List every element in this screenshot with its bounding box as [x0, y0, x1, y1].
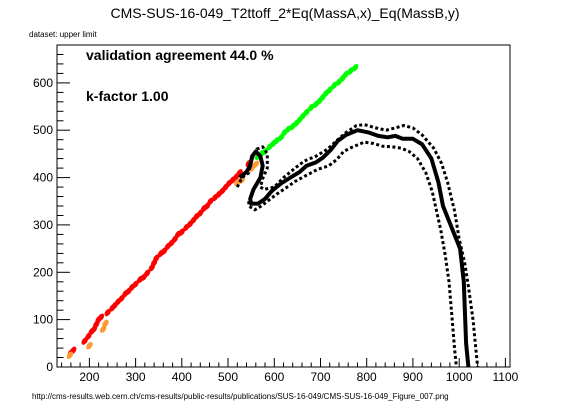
- point-excluded-17: [132, 280, 139, 288]
- point-allowed-25: [351, 63, 359, 72]
- point-partial-1: [86, 341, 93, 350]
- contour-dashed-1: [235, 123, 480, 368]
- k-factor-note: k-factor 1.00: [86, 88, 169, 104]
- x-tick-label: 1000: [446, 370, 473, 384]
- x-tick-label: 200: [79, 370, 99, 384]
- dataset-label: dataset: upper limit: [29, 30, 97, 39]
- point-partial-0: [66, 351, 74, 359]
- point-excluded-9: [104, 308, 112, 317]
- x-tick-label: 700: [310, 370, 330, 384]
- axes: 200 300 400 500 600 700 800 900 1000 1100 0 100 200 3…: [33, 44, 519, 384]
- x-tick-label: 900: [403, 370, 423, 384]
- point-partial-7: [252, 160, 260, 169]
- y-tick-label: 100: [33, 313, 53, 327]
- x-tick-label: 300: [126, 370, 146, 384]
- contour-dashed-2: [247, 140, 458, 368]
- x-tick-label: 500: [218, 370, 238, 384]
- y-tick-label: 0: [46, 360, 53, 374]
- y-tick-label: 600: [33, 76, 53, 90]
- point-excluded-8: [97, 313, 105, 322]
- x-tick-label: 600: [264, 370, 284, 384]
- point-partial-2: [99, 325, 107, 333]
- point-excluded-30: [178, 228, 186, 236]
- y-tick-label: 500: [33, 123, 53, 137]
- contour-solid-0: [238, 128, 471, 368]
- validation-agreement-note: validation agreement 44.0 %: [86, 47, 274, 63]
- y-tick-label: 200: [33, 265, 53, 279]
- x-tick-label: 1100: [492, 370, 518, 384]
- y-tick-label: 400: [33, 171, 53, 185]
- point-excluded-20: [143, 269, 151, 277]
- x-tick-label: 800: [357, 370, 377, 384]
- source-url: http://cms-results.web.cern.ch/cms-resul…: [32, 392, 449, 401]
- point-excluded-23: [153, 254, 160, 262]
- plot-area: [66, 63, 480, 368]
- x-tick-label: 400: [172, 370, 192, 384]
- point-partial-3: [102, 319, 109, 328]
- point-allowed-13: [303, 108, 310, 116]
- y-tick-label: 300: [33, 218, 53, 232]
- chart-title: CMS-SUS-16-049_T2ttoff_2*Eq(MassA,x)_Eq(…: [110, 5, 459, 21]
- point-allowed-19: [326, 86, 333, 94]
